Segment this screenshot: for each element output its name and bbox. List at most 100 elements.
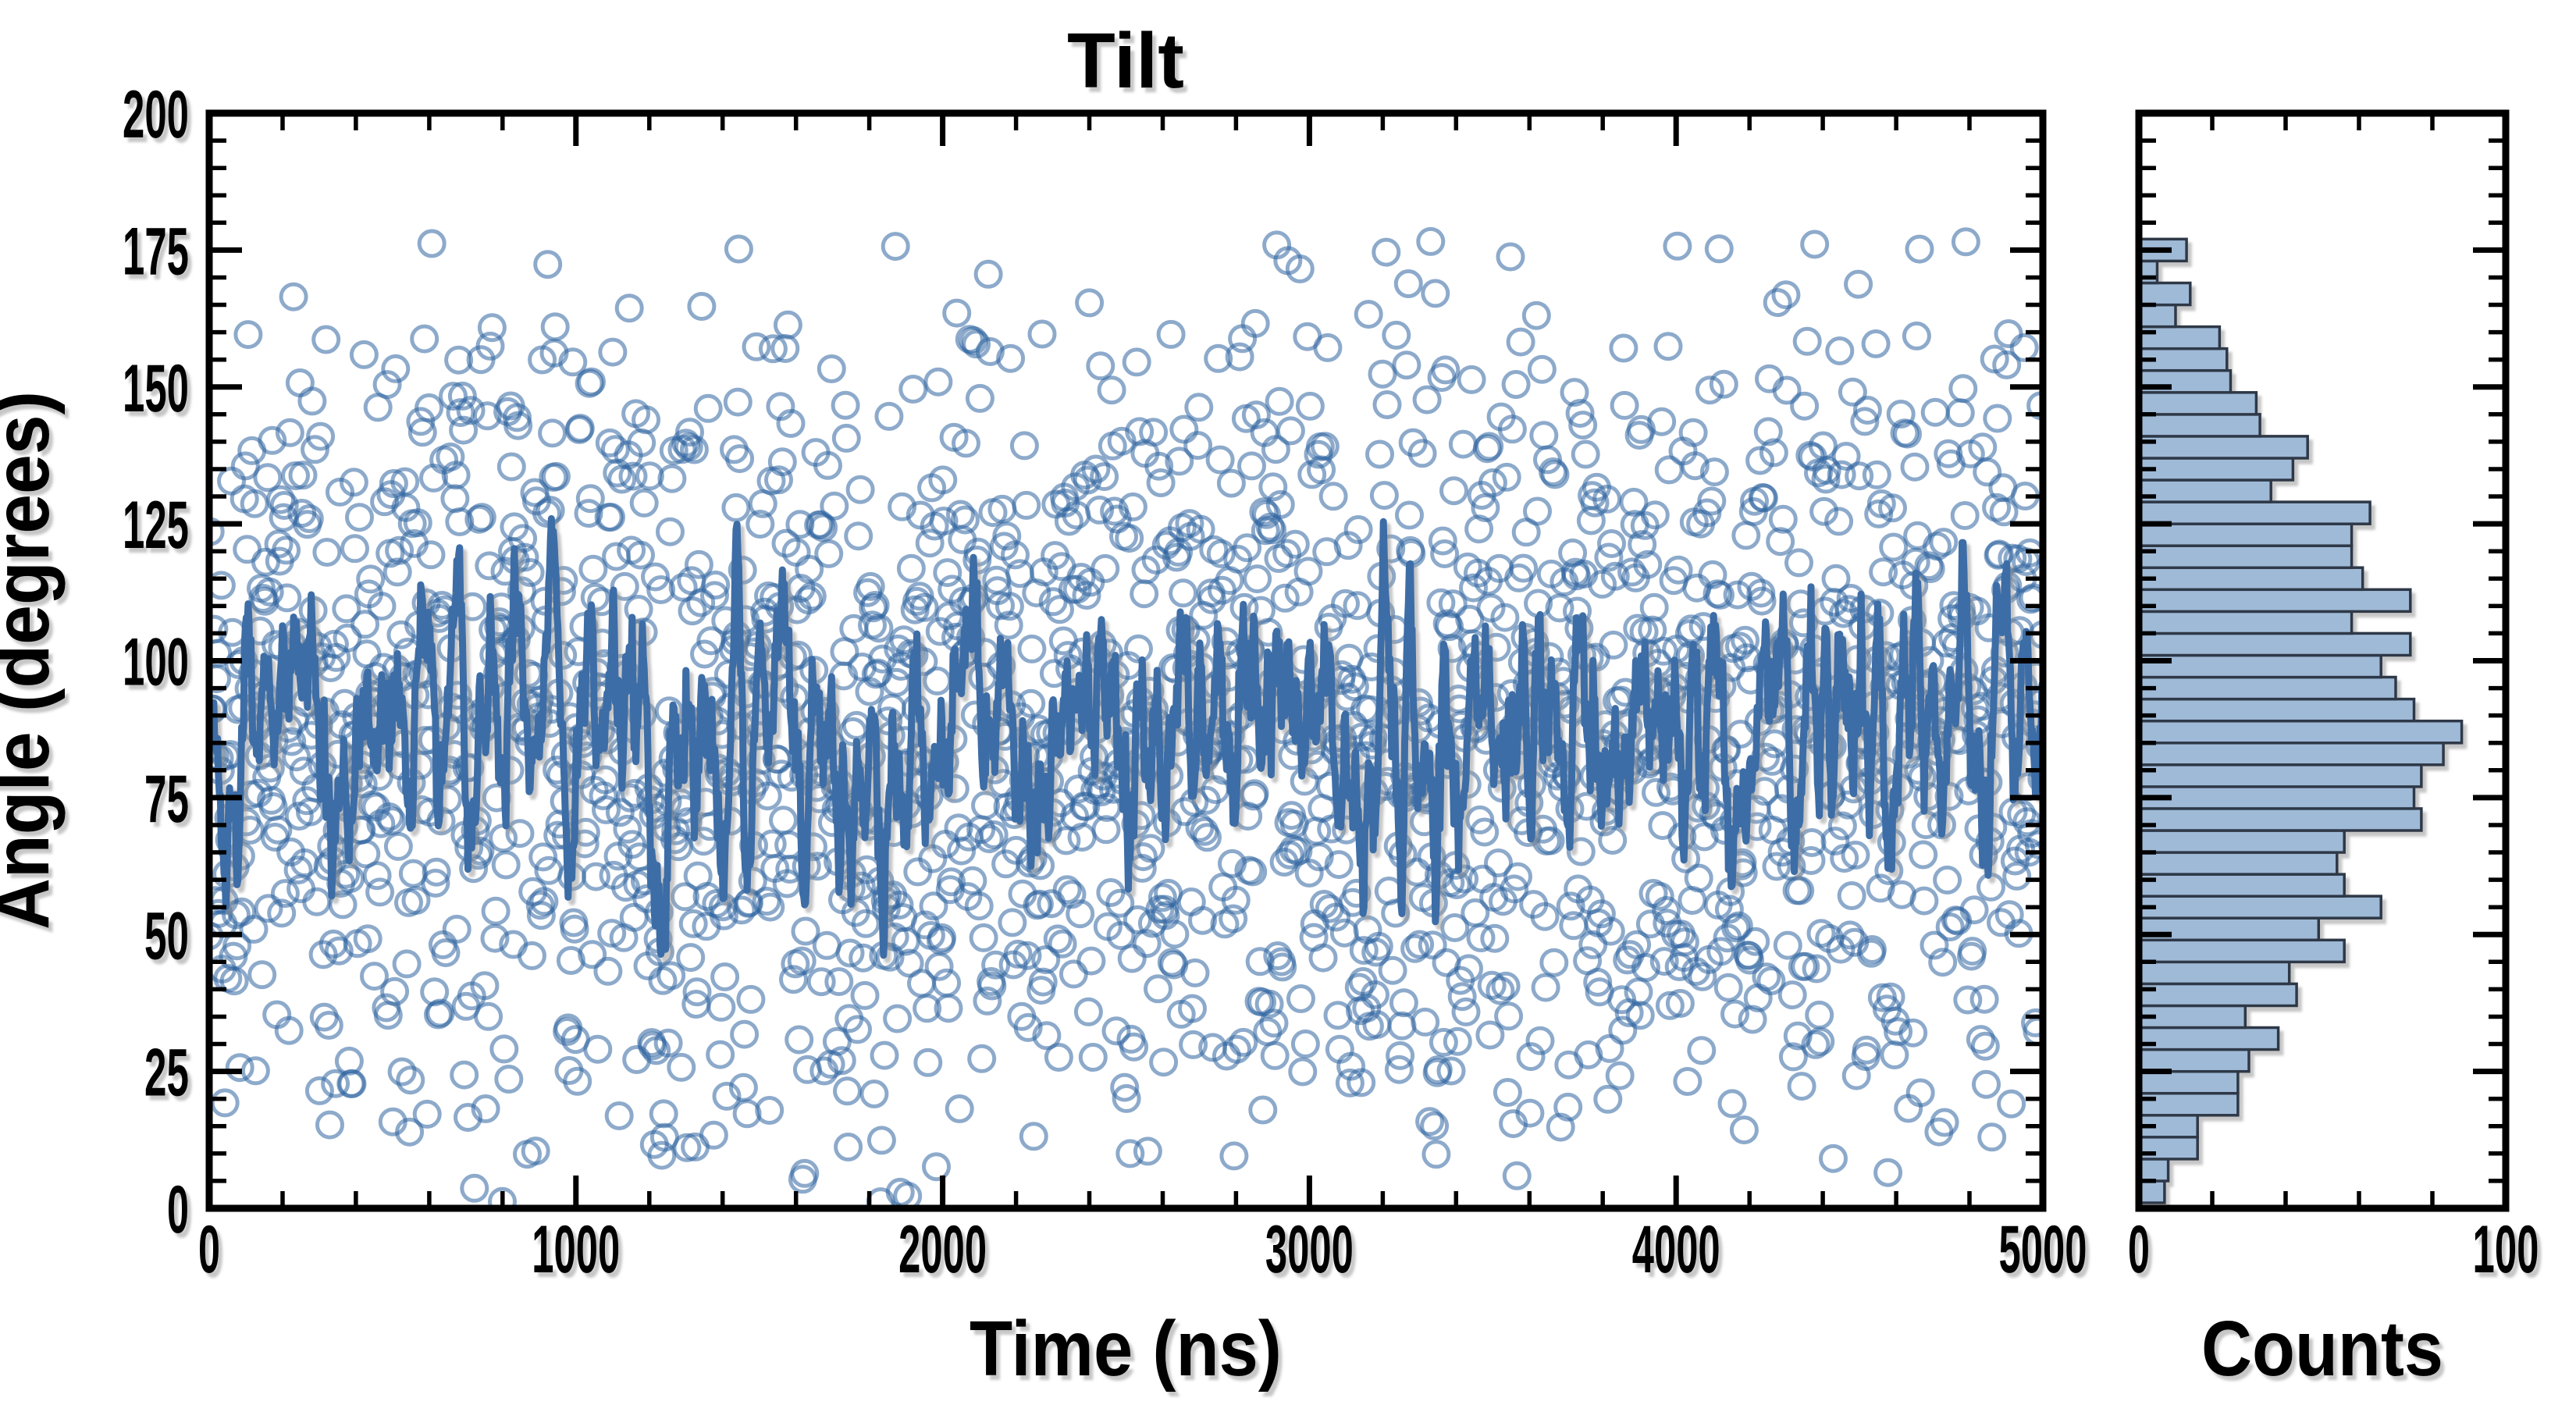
scatter-point xyxy=(1431,355,1461,385)
scatter-point xyxy=(1072,581,1101,610)
scatter-point xyxy=(1586,899,1616,929)
scatter-point xyxy=(1684,863,1713,893)
scatter-point xyxy=(589,781,618,810)
scatter-point xyxy=(1850,407,1880,436)
scatter-point xyxy=(806,510,835,539)
scatter-point xyxy=(864,614,894,643)
scatter-point xyxy=(1229,1027,1258,1057)
scatter-point xyxy=(558,347,588,377)
scatter-point xyxy=(1556,891,1585,921)
scatter-point xyxy=(797,582,827,611)
scatter-point xyxy=(321,1069,350,1098)
scatter-point xyxy=(1678,418,1708,447)
scatter-point xyxy=(1448,429,1478,459)
scatter-point xyxy=(1091,815,1121,845)
scatter-point xyxy=(1653,332,1683,361)
scatter-point xyxy=(676,943,706,973)
scatter-point xyxy=(942,298,972,328)
histogram-bar xyxy=(2139,522,2354,547)
scatter-point xyxy=(1592,484,1622,514)
scatter-point xyxy=(285,368,315,397)
scatter-point xyxy=(1617,557,1647,587)
scatter-point xyxy=(913,1048,943,1077)
scatter-point xyxy=(1596,916,1625,946)
histogram-bar xyxy=(2139,303,2177,329)
scatter-point xyxy=(306,422,336,451)
histogram-bar xyxy=(2139,785,2416,810)
scatter-point xyxy=(724,234,753,264)
scatter-point xyxy=(1789,608,1818,638)
scatter-point xyxy=(767,447,797,477)
scatter-point xyxy=(1343,515,1373,544)
scatter-point xyxy=(1747,586,1777,616)
scatter-point xyxy=(1451,997,1481,1026)
scatter-point xyxy=(1470,817,1500,847)
scatter-point xyxy=(1222,1034,1251,1064)
scatter-point xyxy=(247,960,277,990)
scatter-point xyxy=(377,806,407,836)
scatter-point xyxy=(727,895,756,925)
scatter-point xyxy=(1801,1030,1831,1059)
y-tick-label: 200 xyxy=(123,77,189,152)
scatter-point xyxy=(456,396,486,425)
scatter-point xyxy=(1492,462,1521,492)
scatter-point xyxy=(560,914,589,944)
scatter-point xyxy=(440,484,470,514)
scatter-point xyxy=(1081,454,1111,484)
scatter-point xyxy=(1073,997,1103,1026)
scatter-point xyxy=(1825,336,1855,365)
histogram-bar xyxy=(2139,829,2346,854)
scatter-point xyxy=(1777,980,1807,1010)
scatter-point xyxy=(903,857,933,887)
scatter-point xyxy=(791,916,820,946)
scatter-point xyxy=(1280,529,1310,559)
scatter-point xyxy=(1415,1107,1445,1136)
scatter-point xyxy=(1826,934,1856,964)
scatter-point xyxy=(647,1140,677,1170)
scatter-point xyxy=(1454,954,1483,984)
scatter-point xyxy=(1905,234,1934,264)
scatter-point xyxy=(1706,581,1735,610)
scatter-point xyxy=(1827,460,1856,489)
scatter-point xyxy=(1665,989,1695,1018)
x-tick-label: 5000 xyxy=(1999,1212,2087,1287)
scatter-point xyxy=(1600,561,1630,591)
scatter-point xyxy=(628,700,657,730)
scatter-point xyxy=(471,1094,500,1123)
scatter-point xyxy=(812,930,841,960)
scatter-point xyxy=(833,1076,862,1106)
scatter-point xyxy=(700,581,729,610)
scatter-point xyxy=(311,325,341,354)
scatter-point xyxy=(1724,911,1753,941)
scatter-point xyxy=(1429,1027,1458,1057)
scatter-point xyxy=(682,977,712,1007)
scatter-point xyxy=(254,894,283,923)
counts-tick-label: 0 xyxy=(2128,1212,2150,1287)
scatter-point xyxy=(1989,497,2019,527)
histogram-bar xyxy=(2139,916,2321,942)
scatter-point xyxy=(779,965,808,994)
scatter-point xyxy=(1090,462,1119,492)
scatter-point xyxy=(971,791,1000,820)
scatter-point xyxy=(1706,937,1736,966)
histogram-bar xyxy=(2139,281,2192,307)
scatter-point xyxy=(1130,579,1159,609)
scatter-point xyxy=(933,558,962,588)
scatter-point xyxy=(1283,836,1313,866)
scatter-point xyxy=(230,451,260,481)
scatter-point xyxy=(301,435,329,464)
scatter-point xyxy=(925,617,955,646)
scatter-point xyxy=(1928,948,1958,977)
scatter-point xyxy=(678,909,708,938)
scatter-point xyxy=(1378,955,1407,985)
scatter-point xyxy=(1494,1001,1524,1031)
scatter-point xyxy=(1857,935,1887,964)
scatter-point xyxy=(2017,819,2043,848)
scatter-point xyxy=(859,1080,889,1108)
scatter-point xyxy=(992,521,1022,551)
scatter-point xyxy=(258,425,287,455)
scatter-point xyxy=(1594,542,1624,572)
scatter-point xyxy=(1324,850,1354,880)
scatter-point xyxy=(1787,1072,1816,1101)
